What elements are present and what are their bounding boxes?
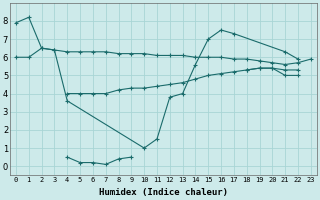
X-axis label: Humidex (Indice chaleur): Humidex (Indice chaleur): [99, 188, 228, 197]
